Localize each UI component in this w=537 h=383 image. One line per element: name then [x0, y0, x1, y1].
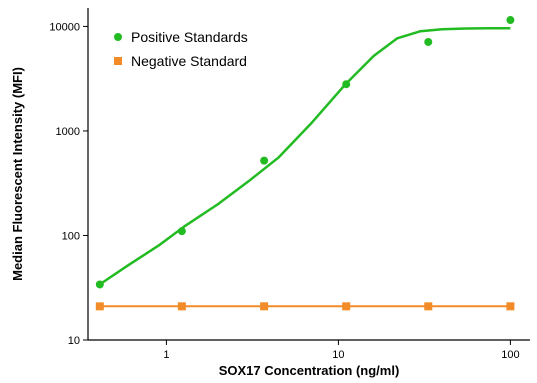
legend-marker-positive	[114, 33, 122, 41]
x-tick-label: 100	[501, 349, 519, 361]
negative-data-point	[95, 302, 104, 311]
positive-data-point	[177, 227, 186, 236]
y-tick-label: 100	[62, 230, 80, 242]
x-axis-title: SOX17 Concentration (ng/ml)	[219, 363, 400, 378]
x-ticks: 1 10 100	[163, 340, 520, 361]
legend-label-negative: Negative Standard	[131, 53, 247, 69]
series-layer	[95, 16, 515, 311]
positive-data-point	[506, 16, 515, 25]
legend-label-positive: Positive Standards	[131, 29, 248, 45]
legend: Positive Standards Negative Standard	[114, 29, 248, 69]
y-ticks: 10 100 1000 10000	[49, 21, 88, 347]
negative-data-point	[424, 302, 433, 311]
negative-data-point	[260, 302, 269, 311]
axes	[87, 8, 530, 341]
negative-data-point	[177, 302, 186, 311]
positive-data-point	[260, 156, 269, 165]
positive-data-point	[342, 80, 351, 89]
negative-data-point	[506, 302, 515, 311]
y-tick-label: 10	[68, 335, 80, 347]
y-tick-label: 1000	[56, 126, 80, 138]
y-tick-label: 10000	[49, 21, 80, 33]
legend-marker-negative	[114, 57, 122, 65]
x-tick-label: 10	[332, 349, 344, 361]
positive-data-point	[424, 37, 433, 46]
positive-fit-curve	[99, 26, 511, 286]
negative-data-point	[342, 302, 351, 311]
y-axis-title: Median Fluorescent Intensity (MFI)	[10, 67, 25, 281]
x-tick-label: 1	[163, 349, 169, 361]
positive-data-point	[95, 280, 104, 289]
